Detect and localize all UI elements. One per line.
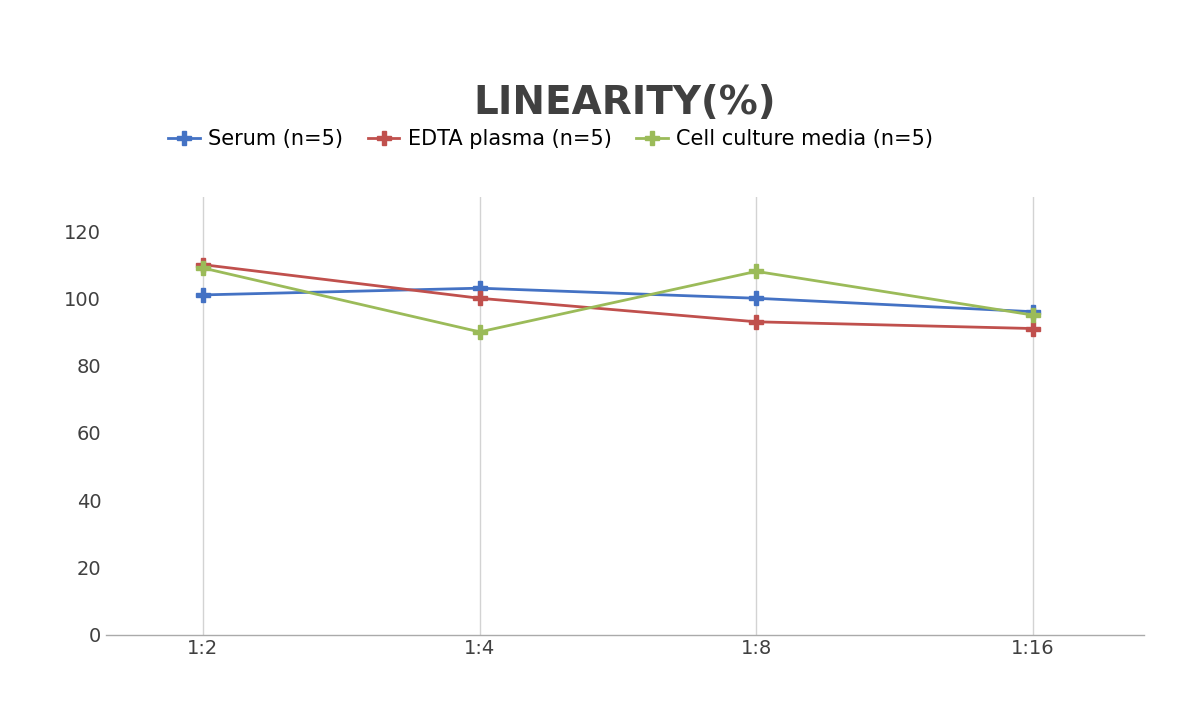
Line: EDTA plasma (n=5): EDTA plasma (n=5) [196,258,1040,336]
Line: Serum (n=5): Serum (n=5) [196,281,1040,319]
Serum (n=5) [196,290,210,299]
Title: LINEARITY(%): LINEARITY(%) [474,84,776,122]
Cell culture media (n=5) [196,264,210,272]
Cell culture media (n=5) [473,328,487,336]
EDTA plasma (n=5) [473,294,487,302]
Serum (n=5) [473,284,487,293]
Cell culture media (n=5) [749,267,763,276]
EDTA plasma (n=5) [1026,324,1040,333]
EDTA plasma (n=5) [749,317,763,326]
Serum (n=5) [1026,307,1040,316]
EDTA plasma (n=5) [196,260,210,269]
Cell culture media (n=5) [1026,311,1040,319]
Legend: Serum (n=5), EDTA plasma (n=5), Cell culture media (n=5): Serum (n=5), EDTA plasma (n=5), Cell cul… [169,129,933,149]
Line: Cell culture media (n=5): Cell culture media (n=5) [196,261,1040,339]
Serum (n=5) [749,294,763,302]
